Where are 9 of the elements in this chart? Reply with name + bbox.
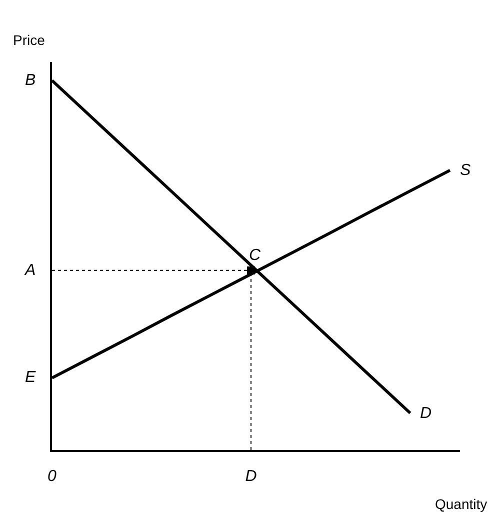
x-axis-title: Quantity <box>435 496 488 512</box>
series-label: D <box>420 405 432 422</box>
annotation: E <box>25 369 36 386</box>
ref-line-label: A <box>24 262 36 279</box>
y-axis-title: Price <box>13 32 46 48</box>
annotation: C <box>249 247 261 264</box>
series-label: S <box>460 162 471 179</box>
annotation: B <box>25 72 36 89</box>
x-tick-label: 0 <box>48 468 57 485</box>
